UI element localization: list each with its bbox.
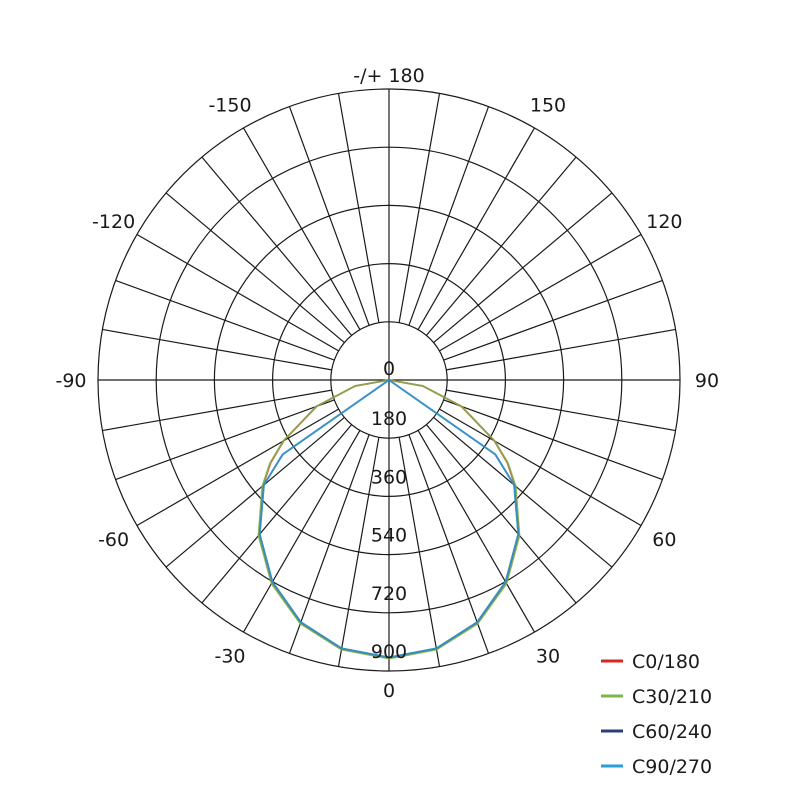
grid-spoke [165, 416, 345, 568]
grid-spoke [417, 127, 536, 330]
grid-spoke [201, 424, 353, 604]
radial-tick-label: 180 [371, 408, 407, 430]
grid-spoke [433, 416, 613, 568]
intensity-curves [257, 379, 521, 660]
grid-spoke [446, 328, 676, 371]
grid-spoke [288, 106, 370, 326]
grid-spoke [439, 408, 642, 527]
angle-label: -60 [98, 529, 129, 551]
angle-label: 0 [383, 680, 395, 702]
angle-label: 150 [530, 95, 566, 117]
grid-spoke [398, 437, 441, 667]
grid-spoke [115, 279, 335, 361]
grid-spoke [337, 93, 380, 323]
grid-spoke [201, 156, 353, 336]
radial-tick-label: 720 [371, 583, 407, 605]
legend-item: C0/180 [601, 651, 700, 673]
angle-label: -30 [214, 645, 245, 667]
grid-spoke [417, 430, 536, 633]
grid-spoke [398, 93, 441, 323]
angle-labels: -/+ 180 150 -150 120 -120 90 -90 60 -60 30 -30 0 [55, 65, 719, 702]
legend-item: C30/210 [601, 686, 712, 708]
grid-spoke [425, 424, 577, 604]
grid-spoke [408, 434, 490, 654]
radial-labels: 0 180 360 540 720 900 [371, 358, 407, 663]
grid-spoke [433, 192, 613, 344]
radial-tick-label: 0 [383, 358, 395, 380]
legend-item: C60/240 [601, 721, 712, 743]
grid-spoke [288, 434, 370, 654]
grid-spoke [102, 328, 332, 371]
legend: C0/180 C30/210 C60/240 C90/270 [601, 651, 712, 778]
legend-label: C0/180 [632, 651, 700, 673]
radial-tick-label: 900 [371, 641, 407, 663]
grid-spoke [443, 399, 663, 481]
grid-spoke [136, 408, 339, 527]
angle-label: -150 [208, 95, 251, 117]
grid-spoke [446, 389, 676, 432]
legend-label: C90/270 [632, 756, 712, 778]
grid-spoke [443, 279, 663, 361]
angle-label: 60 [652, 529, 676, 551]
grid-spoke [337, 437, 380, 667]
legend-label: C60/240 [632, 721, 712, 743]
grid-spoke [425, 156, 577, 336]
polar-grid [97, 88, 681, 672]
grid-spoke [242, 430, 361, 633]
grid-spoke [102, 389, 332, 432]
grid-spoke [136, 233, 339, 352]
legend-label: C30/210 [632, 686, 712, 708]
series-line-C90-270 [258, 379, 520, 659]
grid-spoke [439, 233, 642, 352]
angle-label: 30 [536, 645, 560, 667]
radial-tick-label: 360 [371, 466, 407, 488]
radial-tick-label: 540 [371, 525, 407, 547]
grid-spoke [165, 192, 345, 344]
grid-spoke [242, 127, 361, 330]
grid-spoke [408, 106, 490, 326]
angle-label: -/+ 180 [353, 65, 424, 87]
angle-label: 90 [695, 370, 719, 392]
grid-spoke [115, 399, 335, 481]
angle-label: -120 [92, 211, 135, 233]
legend-item: C90/270 [601, 756, 712, 778]
angle-label: -90 [55, 370, 86, 392]
angle-label: 120 [646, 211, 682, 233]
series-line-C30-210 [257, 379, 521, 660]
